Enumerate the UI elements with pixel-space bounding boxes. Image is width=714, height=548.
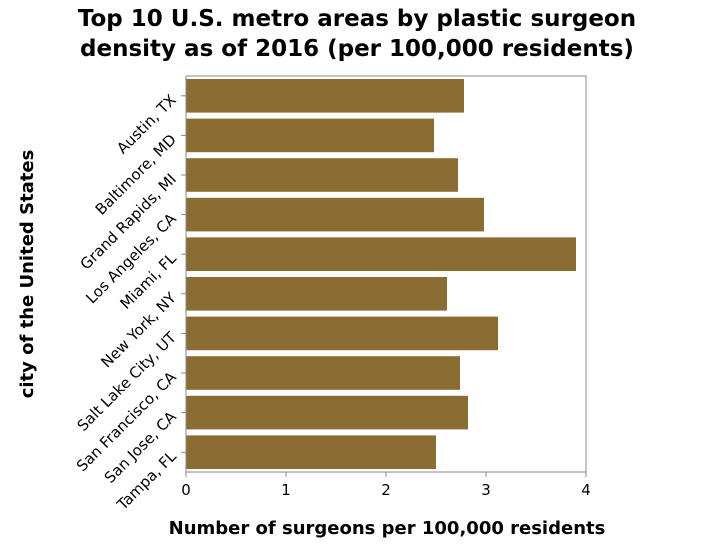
x-tick-label: 1: [281, 481, 291, 499]
bar-9: [186, 435, 436, 469]
x-tick-label: 3: [481, 481, 491, 499]
bar-6: [186, 316, 498, 351]
y-axis-title: city of the United States: [17, 150, 38, 399]
chart-title: Top 10 U.S. metro areas by plastic surge…: [0, 4, 714, 64]
x-tick-label: 4: [581, 481, 591, 499]
bar-3: [186, 197, 484, 232]
bar-4: [186, 237, 576, 271]
chart-title-line-1: Top 10 U.S. metro areas by plastic surge…: [77, 6, 637, 32]
x-tick-label: 0: [181, 481, 191, 499]
bar-7: [186, 356, 460, 390]
bar-5: [186, 277, 447, 311]
bar-8: [186, 395, 468, 430]
chart-title-line-2: density as of 2016 (per 100,000 resident…: [80, 36, 634, 62]
bar-1: [186, 118, 434, 153]
bar-2: [186, 158, 458, 192]
x-ticks-group: 0 1 2 3 4: [181, 472, 591, 499]
bars-group: [186, 79, 576, 469]
x-axis-title: Number of surgeons per 100,000 residents: [169, 518, 606, 539]
x-tick-label: 2: [381, 481, 391, 499]
bar-0: [186, 79, 464, 113]
